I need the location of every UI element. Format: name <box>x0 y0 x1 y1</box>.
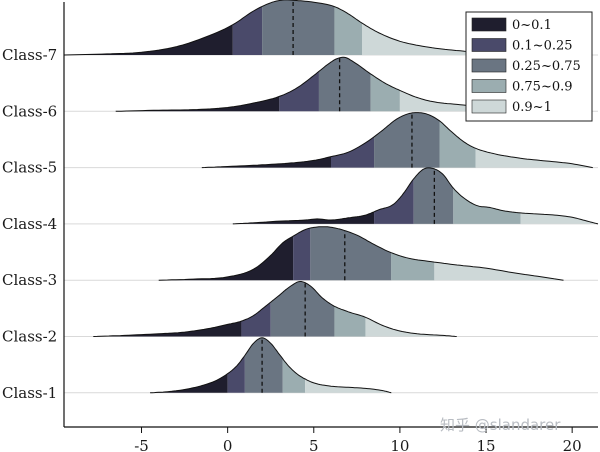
band-class-4-q2 <box>413 167 454 224</box>
legend-swatch <box>471 99 507 114</box>
band-class-6-q3 <box>370 73 400 112</box>
band-class-1-q3 <box>282 358 306 393</box>
x-tick-label: 5 <box>309 437 319 452</box>
legend-label: 0.1~0.25 <box>512 39 573 54</box>
ridge-class-3 <box>158 226 564 281</box>
band-class-3-q3 <box>391 252 435 281</box>
x-tick-label: 10 <box>390 437 409 452</box>
band-class-1-q2 <box>244 337 283 393</box>
band-class-4-q1 <box>374 178 414 224</box>
band-class-1-q4 <box>305 379 392 393</box>
y-tick-label-class-5: Class-5 <box>2 159 57 177</box>
band-class-6-q4 <box>399 90 512 112</box>
outline-class-1 <box>150 337 392 394</box>
band-class-6-q1 <box>279 71 319 112</box>
y-tick-label-class-7: Class-7 <box>2 46 57 64</box>
band-class-2-q0 <box>93 321 242 337</box>
y-tick-label-class-2: Class-2 <box>2 328 57 346</box>
ridge-class-1 <box>150 337 392 394</box>
band-class-6-q0 <box>115 96 280 112</box>
legend-swatch <box>471 38 507 52</box>
outline-class-4 <box>232 167 599 225</box>
band-class-4-q3 <box>453 188 521 224</box>
legend-swatch <box>471 58 507 73</box>
outline-class-6 <box>115 56 512 112</box>
x-tick-label: 15 <box>476 437 495 452</box>
x-axis-ticks: -5 0 5 10 15 20 <box>134 427 582 452</box>
band-class-3-q2 <box>310 226 392 281</box>
ridges <box>63 0 599 394</box>
band-class-3-q1 <box>293 228 311 281</box>
x-tick-label: 0 <box>223 437 233 452</box>
y-axis-ticks: Class-7 Class-6 Class-5 Class-4 Class-3 Class… <box>2 46 57 402</box>
band-class-7-q0 <box>64 24 233 55</box>
outline-class-5 <box>201 112 593 169</box>
legend-label: 0.9~1 <box>512 100 552 115</box>
band-class-2-q1 <box>241 302 271 337</box>
band-class-7-q2 <box>262 0 335 55</box>
legend-swatch <box>471 79 507 93</box>
band-class-5-q3 <box>439 120 476 168</box>
legend-items: 0~0.1 0.1~0.25 0.25~0.75 0.75~0.9 0.9~1 <box>471 17 581 115</box>
legend: 0~0.1 0.1~0.25 0.25~0.75 0.75~0.9 0.9~1 <box>465 11 593 122</box>
band-class-1-q0 <box>150 373 228 393</box>
band-class-7-q1 <box>232 6 263 56</box>
ridge-class-2 <box>93 281 457 337</box>
ridge-class-7 <box>63 0 512 56</box>
x-tick-label: -5 <box>134 437 149 452</box>
band-class-2-q3 <box>334 306 366 337</box>
watermark-text: 知乎 @slandarer <box>440 416 561 434</box>
band-class-2-q2 <box>270 281 335 337</box>
y-tick-label-class-1: Class-1 <box>2 384 57 402</box>
band-class-5-q2 <box>374 112 440 168</box>
legend-swatch <box>471 17 507 32</box>
band-class-3-q0 <box>158 236 294 281</box>
legend-label: 0~0.1 <box>512 18 552 33</box>
outline-class-2 <box>93 281 457 337</box>
band-class-4-q0 <box>232 211 375 224</box>
band-class-2-q4 <box>365 317 457 337</box>
y-tick-label-class-4: Class-4 <box>2 215 57 233</box>
ridge-class-6 <box>115 56 512 112</box>
legend-label: 0.75~0.9 <box>512 80 573 95</box>
ridge-class-5 <box>201 112 593 169</box>
outline-class-7 <box>63 0 512 56</box>
outline-class-3 <box>158 226 564 281</box>
y-tick-label-class-3: Class-3 <box>2 271 57 289</box>
x-tick-label: 20 <box>563 437 582 452</box>
legend-label: 0.25~0.75 <box>512 59 581 74</box>
y-tick-label-class-6: Class-6 <box>2 102 57 120</box>
ridge-class-4 <box>232 167 599 225</box>
band-class-4-q4 <box>520 212 598 224</box>
band-class-7-q4 <box>362 23 512 55</box>
band-class-5-q0 <box>201 156 331 168</box>
band-class-6-q2 <box>318 57 371 112</box>
band-class-1-q1 <box>227 355 245 393</box>
